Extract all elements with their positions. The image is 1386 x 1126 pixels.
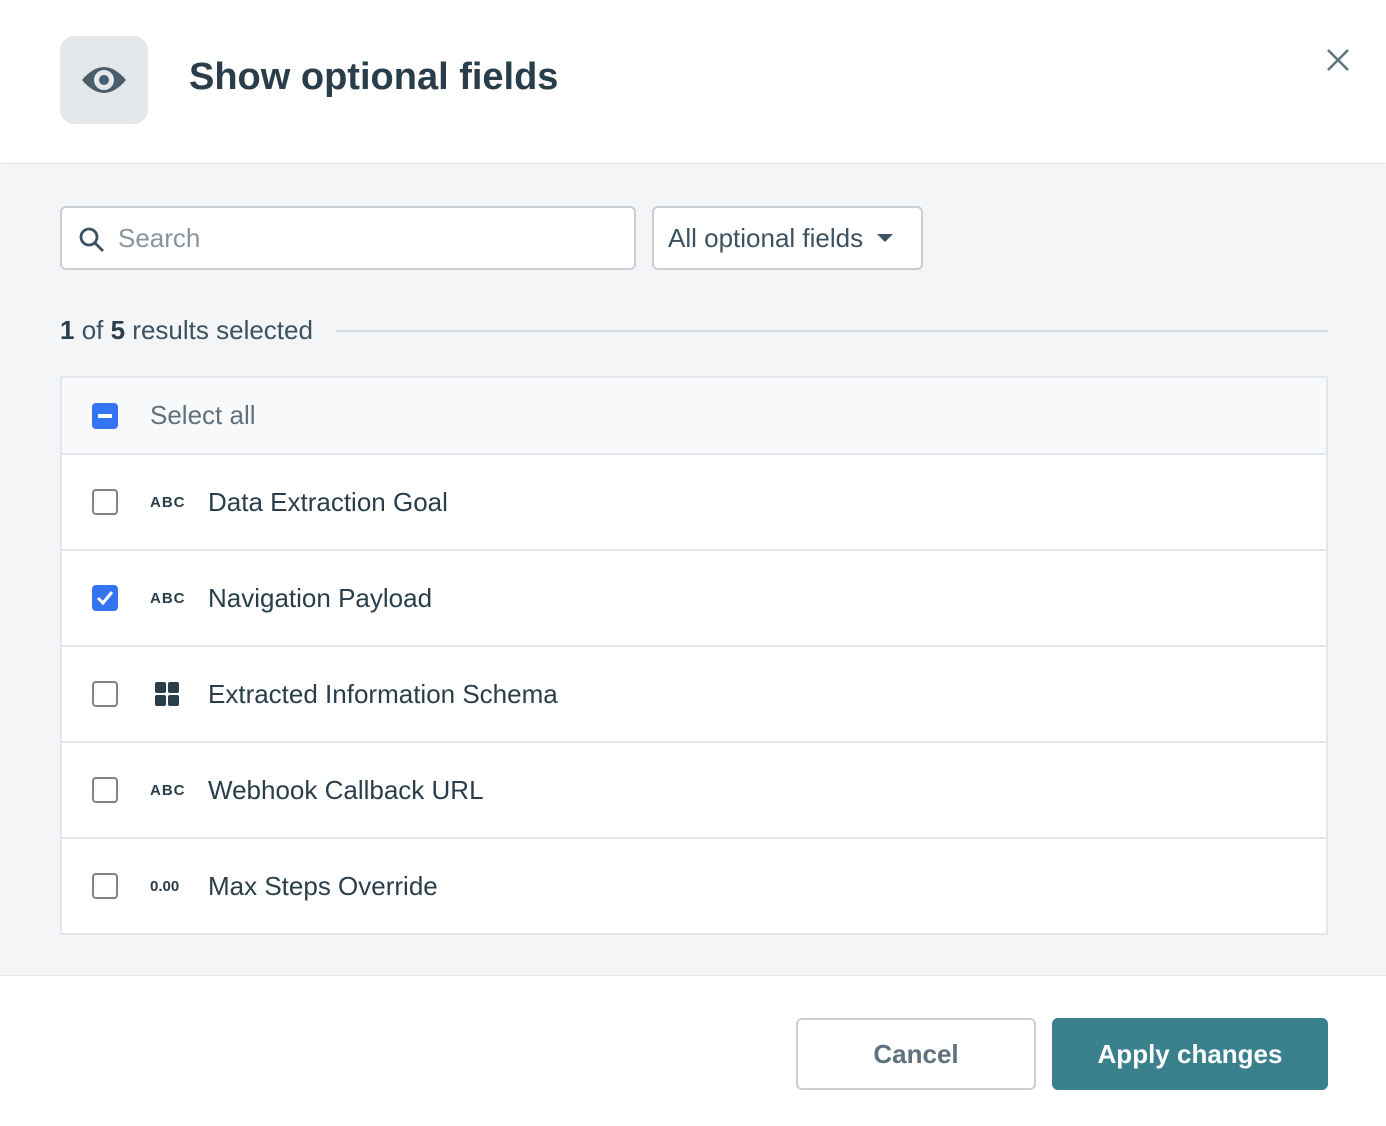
text-type-icon: ABC bbox=[150, 589, 186, 607]
field-row[interactable]: ABC Navigation Payload bbox=[62, 549, 1326, 645]
search-field[interactable] bbox=[60, 206, 636, 270]
field-label: Data Extraction Goal bbox=[208, 486, 448, 517]
search-icon bbox=[79, 227, 104, 252]
divider bbox=[336, 330, 1328, 332]
cancel-button[interactable]: Cancel bbox=[796, 1018, 1036, 1090]
search-input[interactable] bbox=[118, 218, 618, 258]
close-icon[interactable] bbox=[1322, 44, 1354, 76]
dialog-title: Show optional fields bbox=[189, 56, 559, 98]
grid-icon bbox=[150, 680, 196, 708]
field-checkbox[interactable] bbox=[92, 681, 118, 707]
text-type-icon: ABC bbox=[150, 493, 186, 511]
field-row[interactable]: 0.00 Max Steps Override bbox=[62, 837, 1326, 933]
field-label: Extracted Information Schema bbox=[208, 678, 558, 709]
count-of: of bbox=[74, 315, 111, 345]
eye-icon-tile bbox=[60, 36, 148, 124]
number-type-icon: 0.00 bbox=[150, 877, 180, 895]
total-count: 5 bbox=[110, 315, 126, 345]
field-checkbox[interactable] bbox=[92, 585, 118, 611]
select-all-checkbox[interactable] bbox=[92, 402, 118, 429]
eye-icon bbox=[82, 67, 126, 93]
field-label: Navigation Payload bbox=[208, 582, 433, 613]
text-type-icon: ABC bbox=[150, 781, 186, 799]
field-checkbox[interactable] bbox=[92, 873, 118, 899]
selected-count: 1 bbox=[60, 315, 75, 345]
field-row[interactable]: ABC Data Extraction Goal bbox=[62, 453, 1326, 549]
field-row[interactable]: ABC Webhook Callback URL bbox=[62, 741, 1326, 837]
field-filter-dropdown[interactable]: All optional fields bbox=[652, 206, 923, 270]
field-label: Max Steps Override bbox=[208, 870, 438, 901]
selection-count: 1 of 5 results selected bbox=[60, 315, 313, 346]
apply-changes-button[interactable]: Apply changes bbox=[1052, 1018, 1328, 1090]
field-row[interactable]: Extracted Information Schema bbox=[62, 645, 1326, 741]
count-suffix: results selected bbox=[125, 315, 313, 345]
dropdown-value: All optional fields bbox=[668, 222, 864, 253]
dialog-header: Show optional fields bbox=[0, 0, 1386, 164]
caret-down-icon bbox=[877, 234, 894, 242]
select-all-label: Select all bbox=[150, 400, 256, 430]
field-list: Select all ABC Data Extraction Goal ABC Nav… bbox=[60, 376, 1328, 935]
select-all-row[interactable]: Select all bbox=[62, 378, 1326, 453]
field-checkbox[interactable] bbox=[92, 777, 118, 803]
field-label: Webhook Callback URL bbox=[208, 774, 484, 805]
field-checkbox[interactable] bbox=[92, 489, 118, 515]
dialog-body: All optional fields 1 of 5 results selec… bbox=[0, 165, 1386, 976]
